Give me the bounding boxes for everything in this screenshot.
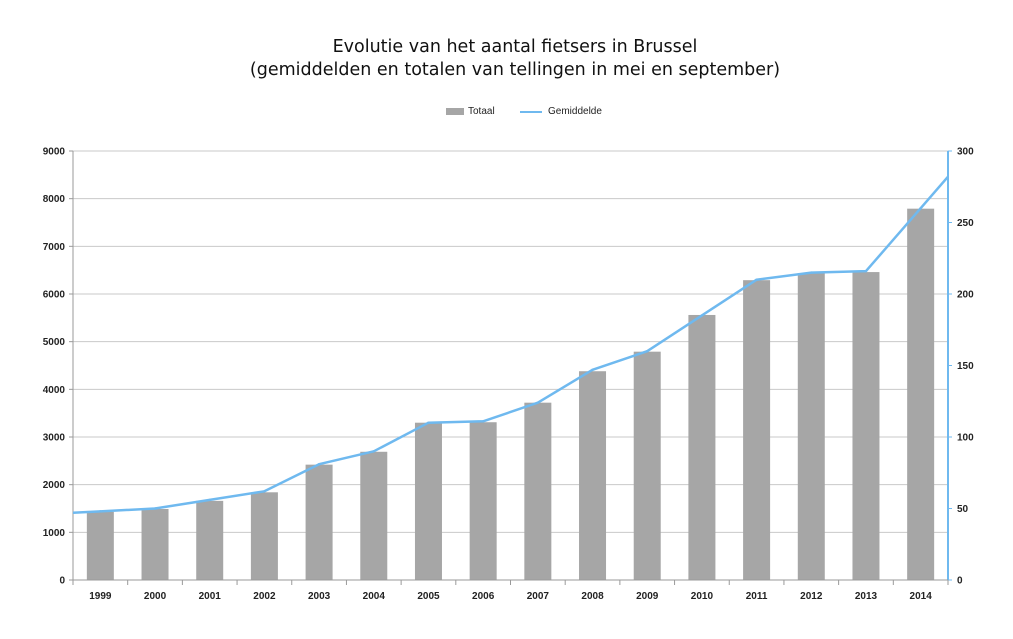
bar-2001 xyxy=(196,500,224,580)
x-tick-label-2003: 2003 xyxy=(308,591,331,602)
x-tick-label-2011: 2011 xyxy=(746,591,768,602)
bar-2012 xyxy=(797,273,825,580)
y-right-tick-label-300: 300 xyxy=(957,147,974,158)
line-point-2006 xyxy=(481,420,485,423)
y-left-tick-label-5000: 5000 xyxy=(43,337,66,348)
y-left-tick-label-7000: 7000 xyxy=(43,242,66,253)
line-point-2005 xyxy=(427,421,430,424)
x-tick-label-2005: 2005 xyxy=(417,591,440,602)
bar-2004 xyxy=(360,451,388,580)
y-left-tick-label-1000: 1000 xyxy=(43,528,66,539)
line-point-2003 xyxy=(317,462,321,466)
y-left-tick-label-0: 0 xyxy=(59,576,65,587)
bar-2010 xyxy=(688,314,716,580)
legend-item-gemiddelde: Gemiddelde xyxy=(520,106,602,117)
y-right-tick-label-100: 100 xyxy=(957,433,974,444)
x-tick-label-2007: 2007 xyxy=(527,591,550,602)
y-right-tick-label-0: 0 xyxy=(957,576,963,587)
y-left-tick-label-8000: 8000 xyxy=(43,194,66,205)
legend-swatch-gemiddelde xyxy=(520,110,542,113)
line-point-2002 xyxy=(263,490,266,493)
bar-2008 xyxy=(579,371,607,580)
x-tick-label-1999: 1999 xyxy=(89,591,112,602)
legend-swatch-totaal xyxy=(446,108,464,115)
y-right-tick-label-150: 150 xyxy=(957,361,974,372)
line-point-2004 xyxy=(372,450,375,453)
bar-2000 xyxy=(141,508,169,580)
line-point-2000 xyxy=(153,507,157,510)
y-right-tick-label-200: 200 xyxy=(957,290,974,301)
y-left-tick-label-9000: 9000 xyxy=(43,147,66,158)
line-point-2014 xyxy=(919,207,922,210)
chart-title: Evolutie van het aantal fietsers in Brus… xyxy=(210,36,820,82)
x-tick-label-2002: 2002 xyxy=(253,591,276,602)
y-left-tick-label-4000: 4000 xyxy=(43,385,66,396)
line-series-gemiddelde xyxy=(72,175,949,515)
y-left-tick-label-6000: 6000 xyxy=(43,290,66,301)
x-tick-label-2001: 2001 xyxy=(199,591,222,602)
y-left-tick-label-2000: 2000 xyxy=(43,480,66,491)
chart-title-line-1: Evolutie van het aantal fietsers in Brus… xyxy=(332,37,698,57)
line-point-2009 xyxy=(646,350,649,353)
x-tick-label-2009: 2009 xyxy=(636,591,659,602)
chart-title-line-2: (gemiddelden en totalen van tellingen in… xyxy=(249,60,781,80)
bar-2007 xyxy=(524,402,552,580)
x-tick-label-2010: 2010 xyxy=(691,591,714,602)
y-left-tick-label-3000: 3000 xyxy=(43,433,66,444)
bar-2002 xyxy=(250,492,278,580)
x-tick-label-2008: 2008 xyxy=(581,591,604,602)
line-point-2008 xyxy=(591,368,594,371)
chart-legend: Totaal Gemiddelde xyxy=(0,106,1013,122)
bar-2014 xyxy=(907,208,935,580)
legend-label-gemiddelde: Gemiddelde xyxy=(548,106,602,117)
legend-label-totaal: Totaal xyxy=(468,106,495,117)
line-point-2010 xyxy=(700,314,704,317)
legend-item-totaal: Totaal xyxy=(446,106,495,117)
bar-2005 xyxy=(414,422,442,580)
x-tick-label-2014: 2014 xyxy=(910,591,933,602)
x-tick-label-2004: 2004 xyxy=(363,591,386,602)
bar-2003 xyxy=(305,464,333,580)
line-point-1999 xyxy=(99,510,102,513)
line-point-2012 xyxy=(810,271,813,274)
bar-2006 xyxy=(469,422,497,580)
line-point-2001 xyxy=(208,498,211,502)
bar-2009 xyxy=(633,351,661,580)
x-tick-label-2013: 2013 xyxy=(855,591,878,602)
bar-2013 xyxy=(852,272,880,580)
x-tick-label-2000: 2000 xyxy=(144,591,167,602)
y-right-tick-label-250: 250 xyxy=(957,218,974,229)
x-tick-label-2006: 2006 xyxy=(472,591,495,602)
bar-1999 xyxy=(86,511,114,580)
line-point-2011 xyxy=(755,278,758,281)
bar-2011 xyxy=(743,280,771,580)
x-tick-label-2012: 2012 xyxy=(800,591,823,602)
y-right-tick-label-50: 50 xyxy=(957,504,969,515)
line-point-2013 xyxy=(864,269,868,273)
line-point-2007 xyxy=(536,401,540,404)
